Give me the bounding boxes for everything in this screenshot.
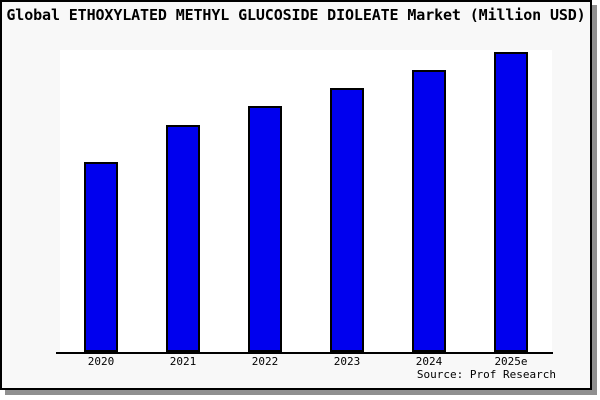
x-tick-label-2025e: 2025e [494, 355, 528, 368]
bar-2024 [412, 70, 446, 352]
plot-area [60, 50, 552, 352]
bar-2021 [166, 125, 200, 352]
source-text: Source: Prof Research [416, 368, 556, 381]
x-tick-label-2023: 2023 [333, 355, 361, 368]
x-tick-label-2020: 2020 [87, 355, 115, 368]
x-tick-label-2022: 2022 [251, 355, 279, 368]
bar-2020 [84, 162, 118, 352]
x-tick-label-2024: 2024 [415, 355, 443, 368]
x-axis-line [56, 352, 553, 354]
bar-2025e [494, 52, 528, 352]
bar-2023 [330, 88, 364, 352]
x-tick-label-2021: 2021 [169, 355, 197, 368]
bar-2022 [248, 106, 282, 352]
chart-title: Global ETHOXYLATED METHYL GLUCOSIDE DIOL… [6, 6, 586, 24]
